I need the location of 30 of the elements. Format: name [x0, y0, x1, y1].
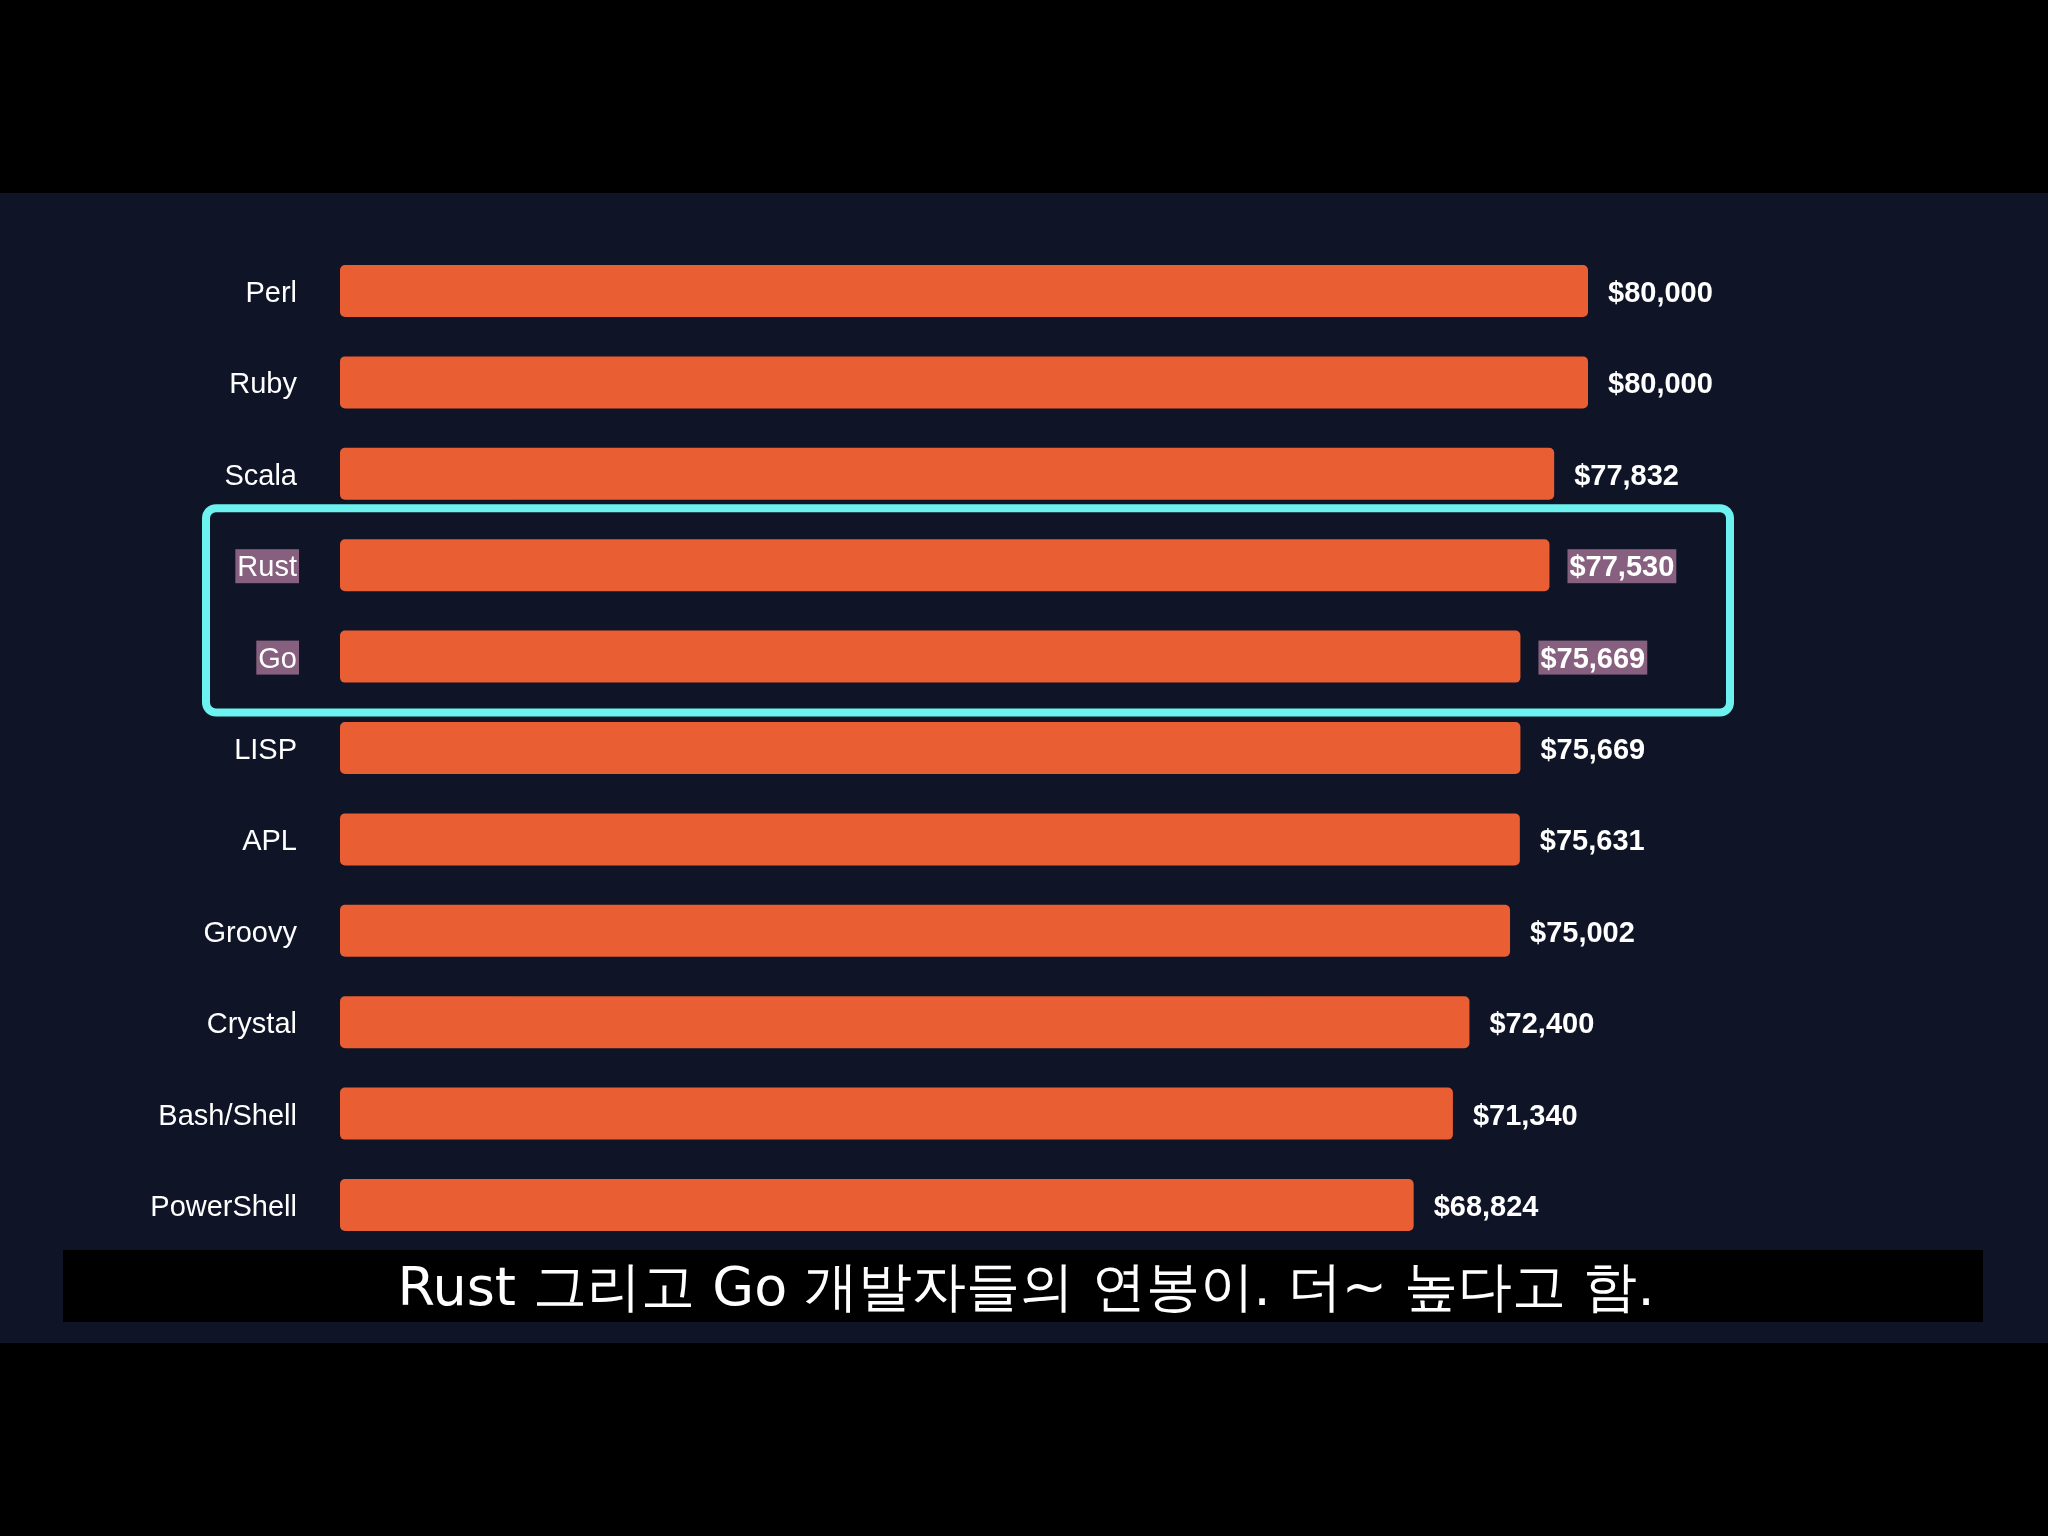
bar: [340, 1179, 1414, 1231]
data-label: $71,340: [1472, 1098, 1578, 1131]
data-label: $77,832: [1574, 458, 1680, 491]
y-tick-label: Perl: [245, 276, 297, 308]
y-tick-label: Scala: [224, 458, 298, 491]
y-tick-label: Ruby: [229, 367, 298, 400]
bar: [340, 447, 1555, 500]
bar: [340, 630, 1521, 683]
bar: [340, 265, 1588, 317]
data-label: $80,000: [1608, 276, 1713, 308]
text: Rust 그리고 Go 개발자들의 연봉이. 더~ 높다고 함.: [397, 1255, 1655, 1318]
bar: [340, 356, 1588, 409]
data-label: $75,669: [1540, 733, 1646, 765]
data-label: $75,002: [1530, 915, 1635, 948]
data-label: $75,631: [1539, 824, 1645, 857]
bar: [340, 813, 1520, 866]
y-tick-label: Groovy: [203, 915, 298, 948]
bar: [340, 1087, 1453, 1140]
y-tick-label: LISP: [234, 733, 297, 765]
bar: [340, 996, 1470, 1049]
data-label: $68,824: [1433, 1190, 1539, 1222]
data-label: $80,000: [1608, 367, 1713, 400]
y-tick-label: Bash/Shell: [158, 1098, 297, 1131]
data-label: $72,400: [1489, 1007, 1595, 1040]
bar: [340, 722, 1521, 774]
y-tick-label: APL: [242, 824, 297, 857]
bar: [340, 539, 1550, 592]
y-tick-label: Crystal: [206, 1007, 297, 1040]
bar: [340, 904, 1511, 957]
y-tick-label: PowerShell: [150, 1190, 297, 1222]
